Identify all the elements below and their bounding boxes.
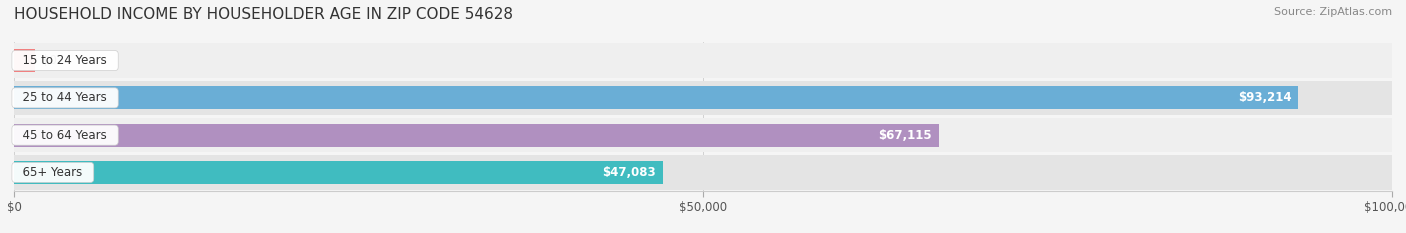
Bar (14, 155, 1392, 190)
Bar (14, 123, 939, 147)
Text: 15 to 24 Years: 15 to 24 Years (15, 54, 115, 67)
Text: HOUSEHOLD INCOME BY HOUSEHOLDER AGE IN ZIP CODE 54628: HOUSEHOLD INCOME BY HOUSEHOLDER AGE IN Z… (14, 7, 513, 22)
Text: 65+ Years: 65+ Years (15, 166, 90, 179)
Bar (14, 81, 1392, 115)
Text: Source: ZipAtlas.com: Source: ZipAtlas.com (1274, 7, 1392, 17)
Text: 45 to 64 Years: 45 to 64 Years (15, 129, 115, 142)
Bar (14, 49, 35, 72)
Text: $93,214: $93,214 (1237, 91, 1292, 104)
Text: $67,115: $67,115 (879, 129, 932, 142)
Bar (14, 118, 1392, 152)
Bar (14, 86, 1298, 110)
Bar (14, 161, 662, 184)
Text: 25 to 44 Years: 25 to 44 Years (15, 91, 115, 104)
Text: $47,083: $47,083 (602, 166, 657, 179)
Bar (14, 43, 1392, 78)
Text: $0: $0 (42, 54, 56, 67)
